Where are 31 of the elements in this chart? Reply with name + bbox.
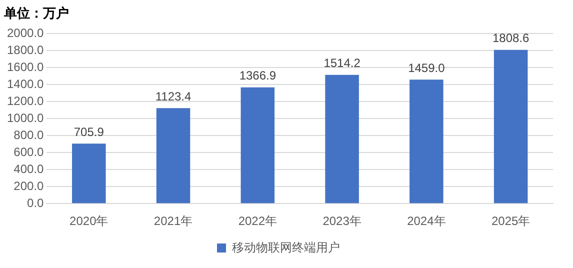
y-tick-label: 0.0 [27, 196, 44, 210]
chart-title: 单位：万户 [3, 5, 69, 20]
x-tick-label: 2024年 [407, 214, 446, 228]
x-tick-label: 2020年 [70, 214, 108, 228]
bar [156, 108, 190, 204]
data-label: 1123.4 [155, 89, 192, 104]
x-tick-label: 2021年 [154, 214, 193, 228]
y-tick-label: 1600.0 [7, 60, 44, 74]
bar [410, 80, 444, 204]
bar [325, 74, 359, 204]
data-label: 705.9 [74, 124, 104, 139]
data-label: 1366.9 [239, 68, 276, 83]
y-tick-label: 1200.0 [7, 94, 44, 108]
y-tick-label: 1400.0 [7, 76, 44, 91]
legend-label: 移动物联网终端用户 [232, 240, 340, 254]
y-tick-label: 400.0 [14, 162, 44, 176]
bar [240, 87, 275, 204]
y-tick-label: 1800.0 [7, 42, 44, 57]
x-tick-label: 2022年 [238, 214, 278, 228]
bar [72, 144, 106, 204]
x-tick-label: 2023年 [322, 214, 362, 228]
data-label: 1808.6 [492, 31, 530, 46]
x-tick-label: 2025年 [491, 214, 530, 228]
y-tick-label: 600.0 [14, 144, 44, 159]
y-tick-label: 1000.0 [7, 110, 44, 125]
y-tick-label: 800.0 [14, 128, 44, 142]
y-tick-label: 2000.0 [7, 26, 44, 40]
y-tick-label: 200.0 [14, 178, 44, 193]
data-label: 1459.0 [408, 60, 446, 75]
bar [494, 50, 528, 204]
data-label: 1514.2 [324, 56, 361, 70]
